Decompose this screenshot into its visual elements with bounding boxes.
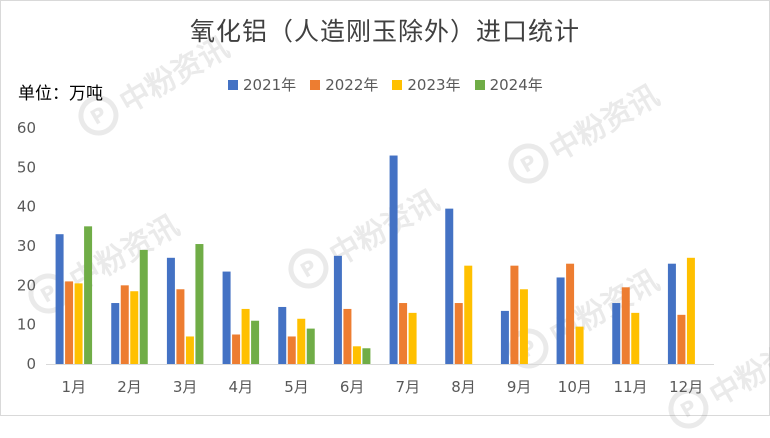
legend-swatch — [474, 79, 485, 90]
y-tick-label: 0 — [26, 355, 36, 373]
bar — [408, 312, 417, 364]
bar — [139, 249, 148, 364]
x-tick-label: 7月 — [396, 378, 421, 396]
bar — [566, 263, 575, 364]
unit-label: 单位：万吨 — [18, 84, 103, 104]
x-tick-label: 8月 — [451, 378, 476, 396]
bar — [241, 308, 250, 364]
y-tick-label: 40 — [17, 198, 36, 216]
legend-item: 2023年 — [392, 74, 461, 95]
bar — [352, 346, 361, 364]
x-tick-label: 3月 — [173, 378, 198, 396]
bar — [166, 257, 175, 364]
x-tick-label: 4月 — [229, 378, 254, 396]
chart-legend: 2021年 2022年 2023年 2024年 — [228, 74, 543, 95]
legend-label: 2021年 — [243, 76, 297, 94]
legend-item: 2024年 — [474, 74, 543, 95]
bar — [399, 303, 408, 364]
bar — [130, 291, 139, 364]
bar-chart: 0 10 20 30 40 50 60 1月 2月 3月 4月 5月 6月 7月 8月 9月 10月 11月 12月 — [17, 119, 714, 396]
legend-swatch — [310, 79, 321, 90]
legend-label: 2024年 — [489, 76, 543, 94]
bar — [556, 277, 565, 364]
x-tick-label: 6月 — [340, 378, 365, 396]
bar — [612, 303, 621, 364]
x-tick-label: 11月 — [613, 378, 647, 396]
bar — [232, 334, 241, 364]
bar — [575, 326, 584, 364]
x-tick-label: 5月 — [284, 378, 309, 396]
x-tick-label: 12月 — [669, 378, 703, 396]
y-tick-label: 30 — [17, 237, 36, 255]
bar — [362, 348, 371, 364]
bar — [297, 318, 306, 364]
bar — [464, 265, 473, 364]
x-tick-label: 2月 — [117, 378, 142, 396]
bar — [185, 336, 194, 364]
bar — [389, 155, 398, 364]
y-tick-label: 60 — [17, 119, 36, 137]
legend-label: 2022年 — [325, 76, 379, 94]
bar — [445, 208, 454, 364]
bar — [519, 289, 528, 364]
bar — [222, 271, 231, 364]
bar — [74, 283, 83, 364]
bar — [278, 306, 287, 364]
bar — [120, 285, 129, 364]
legend-item: 2022年 — [310, 74, 378, 95]
bar — [667, 263, 676, 364]
bar — [631, 312, 640, 364]
bar — [84, 226, 93, 364]
y-tick-label: 20 — [17, 276, 36, 294]
x-tick-label: 9月 — [507, 378, 532, 396]
legend-item: 2021年 — [228, 74, 296, 95]
legend-swatch — [392, 79, 403, 90]
bar — [510, 265, 519, 364]
bar — [65, 281, 74, 364]
legend-label: 2023年 — [407, 76, 461, 94]
bar — [343, 308, 352, 364]
y-tick-label: 50 — [17, 158, 36, 176]
x-tick-label: 1月 — [62, 378, 87, 396]
bar — [306, 328, 315, 364]
legend-swatch — [228, 79, 238, 90]
bar — [333, 255, 342, 364]
bar — [686, 257, 695, 364]
bar — [287, 336, 296, 364]
bar — [111, 303, 120, 364]
x-tick-label: 10月 — [558, 378, 592, 396]
bar — [55, 234, 64, 364]
bar — [500, 310, 509, 364]
bar — [195, 244, 204, 364]
chart-title: 氧化铝（人造刚玉除外）进口统计 — [189, 17, 580, 46]
bar — [621, 287, 630, 364]
bar — [176, 289, 185, 364]
y-tick-label: 10 — [17, 316, 36, 334]
bar — [454, 303, 463, 364]
bar — [251, 320, 260, 364]
bar — [677, 314, 686, 364]
